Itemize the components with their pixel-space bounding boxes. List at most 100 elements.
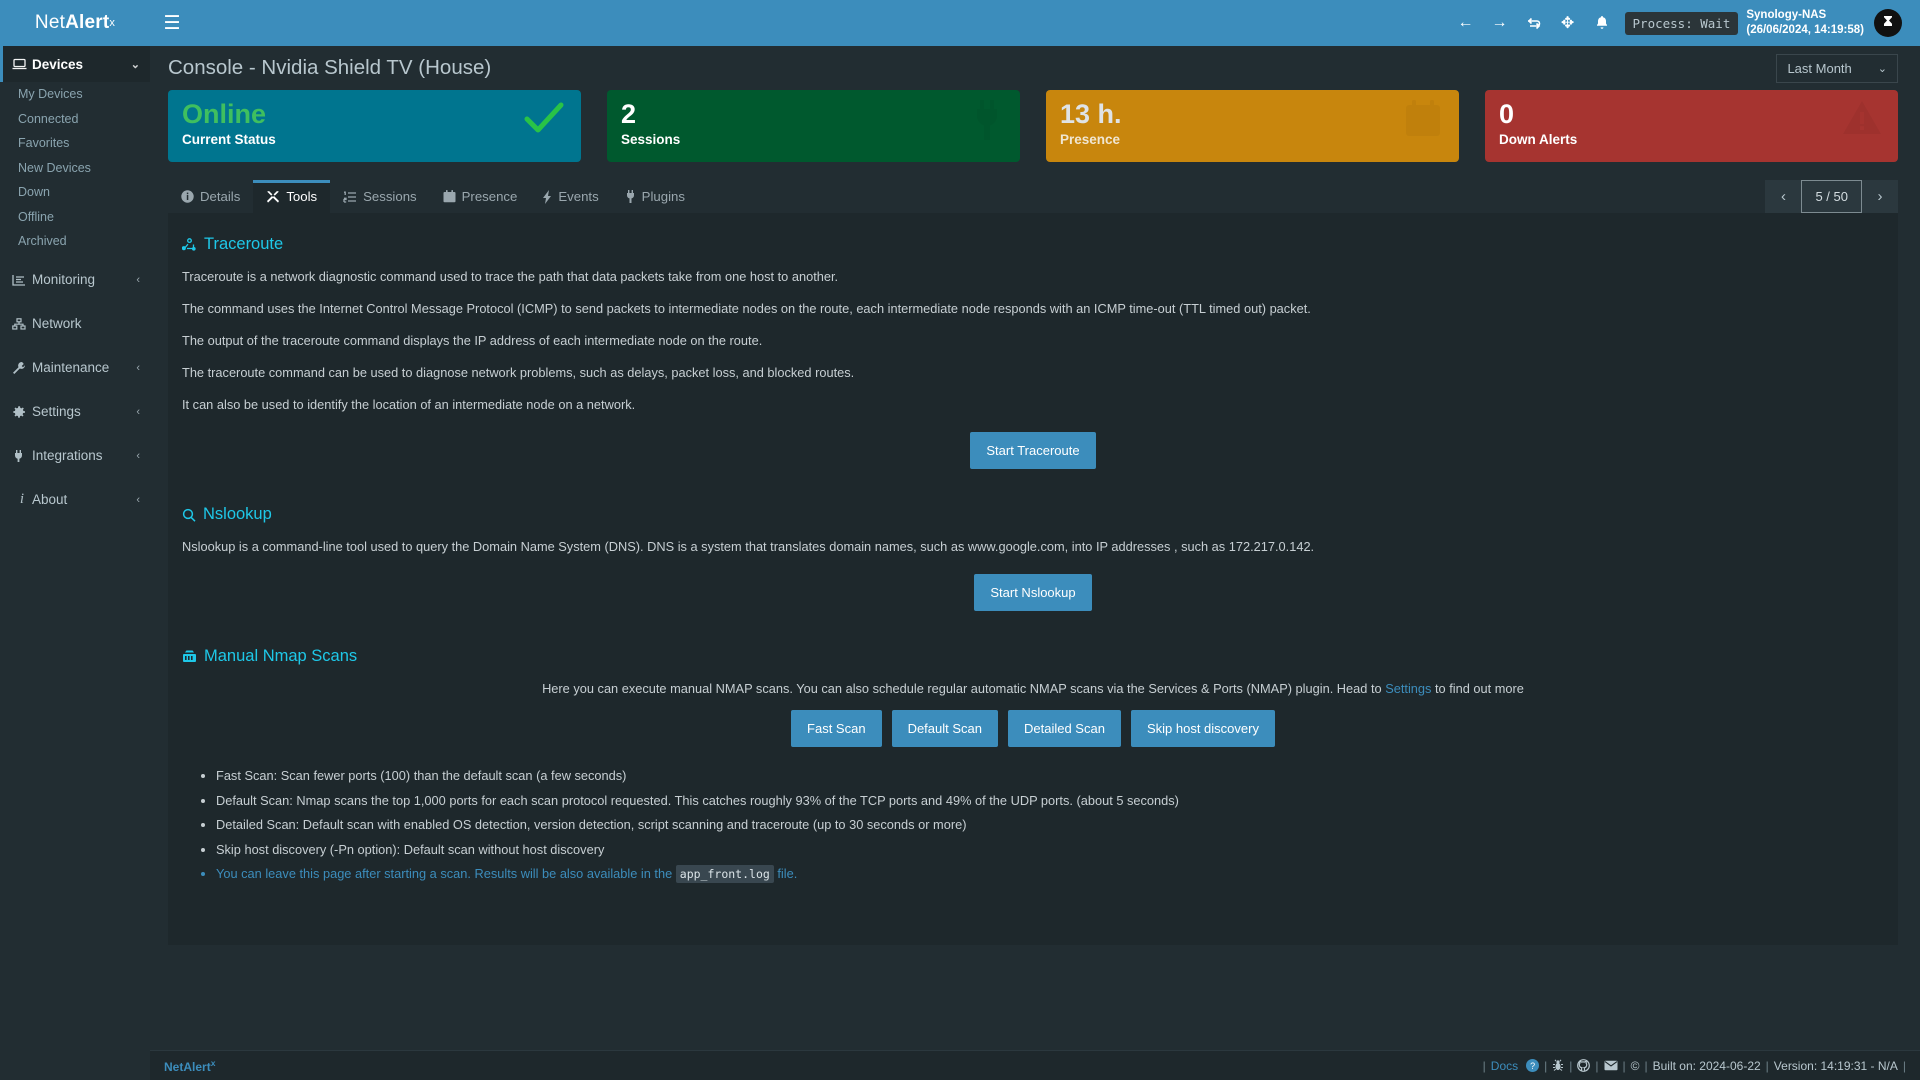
list-item: Skip host discovery (-Pn option): Defaul… [216, 841, 1884, 858]
nslookup-paragraph: Nslookup is a command-line tool used to … [182, 539, 1315, 554]
tab-presence[interactable]: Presence [430, 180, 531, 213]
chevron-left-icon: ‹ [136, 273, 140, 286]
card-value: Online [182, 99, 267, 129]
sidebar-item-network[interactable]: Network [0, 306, 150, 342]
warning-icon [1842, 100, 1882, 136]
sidebar-network-label: Network [32, 316, 82, 331]
gear-icon [12, 405, 32, 419]
bug-icon[interactable] [1552, 1059, 1564, 1072]
sidebar-item-monitoring[interactable]: Monitoring ‹ [0, 262, 150, 298]
tab-events[interactable]: Events [530, 180, 611, 213]
nslookup-title-text: Nslookup [203, 505, 272, 523]
traceroute-paragraph: It can also be used to identify the loca… [182, 397, 636, 412]
top-nav-right: ← → ✥ Process: Wait Synology-NAS (26/06/ [1449, 0, 1910, 46]
sidebar-item-offline[interactable]: Offline [18, 209, 54, 224]
sidebar-item-connected[interactable]: Connected [18, 111, 79, 126]
host-info: Synology-NAS (26/06/2024, 14:19:58) [1746, 8, 1874, 38]
nslookup-button-row: Start Nslookup [182, 574, 1884, 611]
bell-icon[interactable] [1585, 0, 1619, 46]
nmap-intro: Here you can execute manual NMAP scans. … [182, 680, 1884, 698]
footer-separator: | [1765, 1058, 1769, 1073]
sidebar-item-new-devices[interactable]: New Devices [18, 160, 91, 175]
sidebar-item-down[interactable]: Down [18, 185, 50, 200]
footer-separator: | [1544, 1058, 1548, 1073]
bolt-icon [543, 189, 552, 204]
pager-next-button[interactable]: › [1862, 180, 1898, 213]
sidebar-item-integrations[interactable]: Integrations ‹ [0, 438, 150, 474]
detailed-scan-button[interactable]: Detailed Scan [1008, 710, 1121, 747]
nmap-button-row: Fast Scan Default Scan Detailed Scan Ski… [182, 710, 1884, 747]
tab-details[interactable]: Details [168, 180, 253, 213]
main-content: Console - Nvidia Shield TV (House) Last … [150, 46, 1920, 1080]
start-traceroute-button[interactable]: Start Traceroute [970, 432, 1096, 469]
status-card-down-alerts[interactable]: 0 Down Alerts [1485, 90, 1898, 162]
footer-separator: | [1569, 1058, 1573, 1073]
footer-brand[interactable]: NetAlertx [164, 1058, 215, 1074]
status-card-sessions[interactable]: 2 Sessions [607, 90, 1020, 162]
time-range-select[interactable]: Last Month ⌄ [1776, 53, 1898, 83]
footer-separator: | [1622, 1058, 1626, 1073]
refresh-icon[interactable] [1517, 0, 1551, 46]
process-status-badge: Process: Wait [1624, 11, 1739, 35]
list-item-log-note[interactable]: You can leave this page after starting a… [216, 865, 1884, 883]
sidebar-item-favorites[interactable]: Favorites [18, 136, 70, 151]
sidebar-integrations-label: Integrations [32, 448, 103, 463]
page-header: Console - Nvidia Shield TV (House) Last … [150, 46, 1920, 90]
sidebar-item-settings[interactable]: Settings ‹ [0, 394, 150, 430]
avatar[interactable] [1874, 9, 1902, 37]
sidebar-spacer [0, 342, 150, 350]
back-arrow-icon[interactable]: ← [1457, 14, 1474, 31]
footer-links: | Docs ? | | | | © | Built on: 2024-06-2… [1483, 1059, 1906, 1073]
app-logo[interactable]: Net Alert x [0, 0, 150, 46]
pager-prev-button[interactable]: ‹ [1765, 180, 1802, 213]
sidebar-item-archived[interactable]: Archived [18, 234, 67, 249]
device-pager: ‹ 5 / 50 › [1765, 180, 1898, 213]
logo-alert: Alert [65, 12, 110, 33]
sidebar-item-maintenance[interactable]: Maintenance ‹ [0, 350, 150, 386]
skip-host-discovery-button[interactable]: Skip host discovery [1130, 710, 1275, 747]
nmap-intro-before: Here you can execute manual NMAP scans. … [542, 681, 1386, 696]
info-circle-icon [181, 190, 194, 203]
fast-scan-button[interactable]: Fast Scan [791, 710, 882, 747]
card-label: Down Alerts [1499, 132, 1578, 147]
move-icon[interactable]: ✥ [1560, 15, 1575, 32]
nmap-settings-link[interactable]: Settings [1385, 681, 1432, 696]
sidebar-monitoring-label: Monitoring [32, 272, 96, 287]
nslookup-section: Nslookup Nslookup is a command-line tool… [182, 505, 1884, 611]
github-icon[interactable] [1577, 1059, 1591, 1072]
traceroute-paragraph: Traceroute is a network diagnostic comma… [182, 269, 839, 284]
tab-label: Presence [461, 189, 518, 204]
check-icon [523, 100, 565, 136]
sidebar-item-about[interactable]: i About ‹ [0, 482, 150, 518]
sidebar-item-devices[interactable]: Devices ⌄ [0, 46, 150, 82]
forward-arrow-icon[interactable]: → [1491, 14, 1508, 31]
default-scan-button[interactable]: Default Scan [891, 710, 998, 747]
tab-label: Details [200, 189, 241, 204]
nslookup-title: Nslookup [182, 505, 1884, 524]
laptop-icon [12, 58, 32, 70]
sidebar-spacer [0, 474, 150, 482]
help-icon[interactable]: ? [1526, 1059, 1540, 1072]
docs-link[interactable]: Docs [1490, 1058, 1519, 1073]
plug-icon [625, 190, 636, 203]
status-card-current-status[interactable]: Online Current Status [168, 90, 581, 162]
hamburger-menu-icon[interactable]: ☰ [163, 12, 181, 34]
start-nslookup-button[interactable]: Start Nslookup [974, 574, 1092, 611]
tab-plugins[interactable]: Plugins [612, 180, 698, 213]
envelope-icon[interactable] [1604, 1060, 1618, 1071]
sidebar-maintenance-label: Maintenance [32, 360, 110, 375]
list-item: Detailed Scan: Default scan with enabled… [216, 816, 1884, 833]
tab-label: Plugins [641, 189, 685, 204]
tab-tools[interactable]: Tools [253, 180, 331, 213]
sidebar-spacer [0, 254, 150, 262]
sidebar-item-my-devices[interactable]: My Devices [18, 87, 83, 102]
chevron-left-icon: ‹ [136, 361, 140, 374]
chevron-left-icon: ‹ [136, 405, 140, 418]
log-note-after: file. [773, 866, 798, 881]
top-nav: ☰ ← → ✥ Process: Wait Synology-NAS [150, 0, 1920, 46]
tab-sessions[interactable]: Sessions [330, 180, 430, 213]
card-label: Presence [1060, 132, 1121, 147]
network-nodes-icon [182, 237, 197, 252]
status-card-presence[interactable]: 13 h. Presence [1046, 90, 1459, 162]
card-label: Sessions [621, 132, 681, 147]
